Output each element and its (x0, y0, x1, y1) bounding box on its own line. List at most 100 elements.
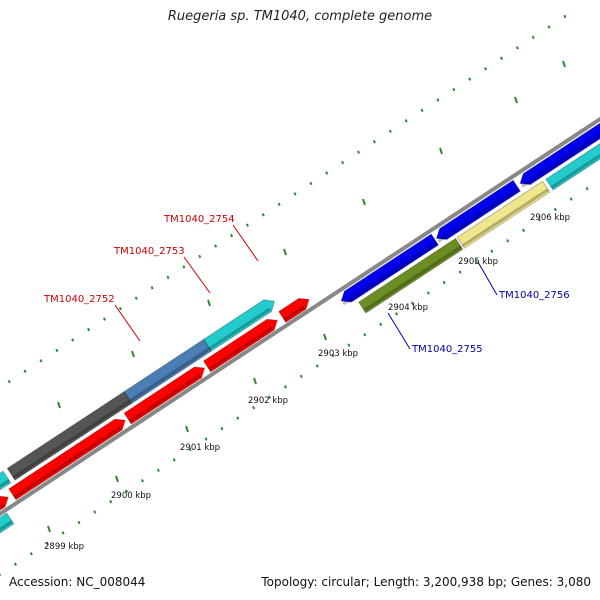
minor-tick (531, 35, 535, 40)
gene-label-TM1040_2754: TM1040_2754 (163, 214, 235, 225)
feature-red-c (123, 366, 206, 425)
tick-label: 2901 kbp (180, 443, 220, 453)
minor-tick (569, 197, 573, 201)
feature-TM1040_2756-shade (461, 188, 549, 247)
major-tick (253, 377, 257, 385)
minor-tick (506, 239, 510, 243)
minor-tick (198, 254, 202, 259)
feature-red-b-shade (13, 426, 122, 499)
minor-tick (490, 249, 494, 253)
minor-tick (150, 286, 154, 290)
minor-tick (45, 541, 49, 546)
minor-tick (55, 348, 59, 353)
major-tick (323, 333, 327, 341)
minor-tick (363, 332, 367, 337)
minor-tick (357, 150, 361, 154)
feature-TM1040_2754-shade (283, 305, 306, 322)
feature-blue-c (519, 122, 600, 186)
minor-tick (585, 186, 589, 191)
major-tick (115, 475, 119, 483)
feature-blue-b-shade (437, 187, 520, 243)
minor-tick (372, 140, 376, 144)
minor-tick (102, 317, 106, 321)
minor-tick (39, 359, 43, 363)
feature-TM1040_2752-shade (129, 347, 211, 402)
minor-tick (499, 56, 503, 60)
feature-TM1040_2756 (456, 180, 551, 249)
gene-label-leader (114, 304, 141, 342)
minor-tick (236, 416, 240, 420)
minor-tick (268, 395, 272, 400)
minor-tick (395, 312, 399, 316)
minor-tick (77, 520, 81, 525)
feature-cyan-right (545, 142, 600, 191)
minor-tick (474, 259, 478, 264)
feature-TM1040_2754 (278, 297, 310, 324)
minor-tick (309, 181, 313, 186)
minor-tick (182, 265, 186, 269)
major-tick (47, 525, 51, 533)
gene-label-leader (232, 224, 259, 262)
map-title: Ruegeria sp. TM1040, complete genome (167, 9, 433, 24)
gene-label-TM1040_2755: TM1040_2755 (411, 344, 483, 355)
gene-label-TM1040_2753: TM1040_2753 (113, 246, 185, 257)
minor-tick (166, 275, 170, 280)
minor-tick (325, 171, 329, 175)
minor-tick (341, 160, 345, 165)
gene-label-TM1040_2756: TM1040_2756 (498, 290, 570, 301)
genome-backbone (0, 116, 600, 517)
minor-tick (220, 426, 224, 431)
minor-tick (547, 25, 551, 29)
tick-label: 2900 kbp (111, 491, 151, 501)
minor-tick (458, 270, 462, 274)
minor-tick (252, 406, 256, 410)
minor-tick (537, 218, 541, 222)
minor-tick (71, 338, 75, 342)
feature-red-b (8, 418, 126, 501)
tick-label: 2906 kbp (530, 213, 570, 223)
minor-tick (299, 374, 303, 379)
feature-gray-shade (12, 399, 132, 479)
minor-tick (388, 129, 392, 134)
minor-tick (468, 77, 472, 81)
minor-tick (7, 379, 11, 384)
minor-tick (563, 14, 567, 19)
minor-tick (87, 327, 91, 332)
major-tick (362, 198, 366, 206)
minor-tick (420, 108, 424, 113)
gene-labels: TM1040_2752 TM1040_2753 TM1040_2754 TM1040_… (43, 214, 570, 355)
gene-label-leader (477, 261, 498, 296)
feature-red-d-shade (208, 326, 274, 371)
tick-label: 2899 kbp (44, 542, 84, 552)
feature-blue-b (435, 179, 521, 240)
minor-tick (426, 291, 430, 295)
feature-TM1040_2753-shade (208, 307, 271, 350)
feature-blue-a-shade (342, 241, 438, 306)
minor-tick (553, 207, 557, 212)
scale-tick-labels: 2899 kbp 2900 kbp 2901 kbp 2902 kbp 2903 kbp… (44, 213, 570, 552)
feature-red-c-shade (128, 374, 201, 423)
minor-tick (93, 510, 97, 514)
minor-tick (29, 552, 33, 556)
minor-tick (214, 244, 218, 248)
minor-tick (404, 119, 408, 123)
minor-tick (442, 280, 446, 285)
feature-blue-a (340, 233, 440, 303)
minor-tick (134, 296, 138, 300)
minor-tick (436, 98, 440, 102)
minor-tick (315, 364, 319, 368)
minor-tick (156, 468, 160, 473)
feature-TM1040_2753 (202, 299, 276, 352)
feature-blue-c-shade (521, 133, 600, 188)
major-tick (131, 350, 135, 358)
minor-tick (118, 306, 122, 311)
minor-tick (379, 322, 383, 326)
accession-text: Accession: NC_008044 (9, 575, 146, 589)
minor-tick (125, 489, 129, 493)
minor-tick (283, 385, 287, 389)
feature-cyan-left-shade (0, 479, 10, 489)
feature-cyan-edge-shade (0, 520, 14, 532)
minor-tick (204, 437, 208, 441)
major-tick (514, 96, 518, 104)
major-tick (207, 299, 211, 307)
